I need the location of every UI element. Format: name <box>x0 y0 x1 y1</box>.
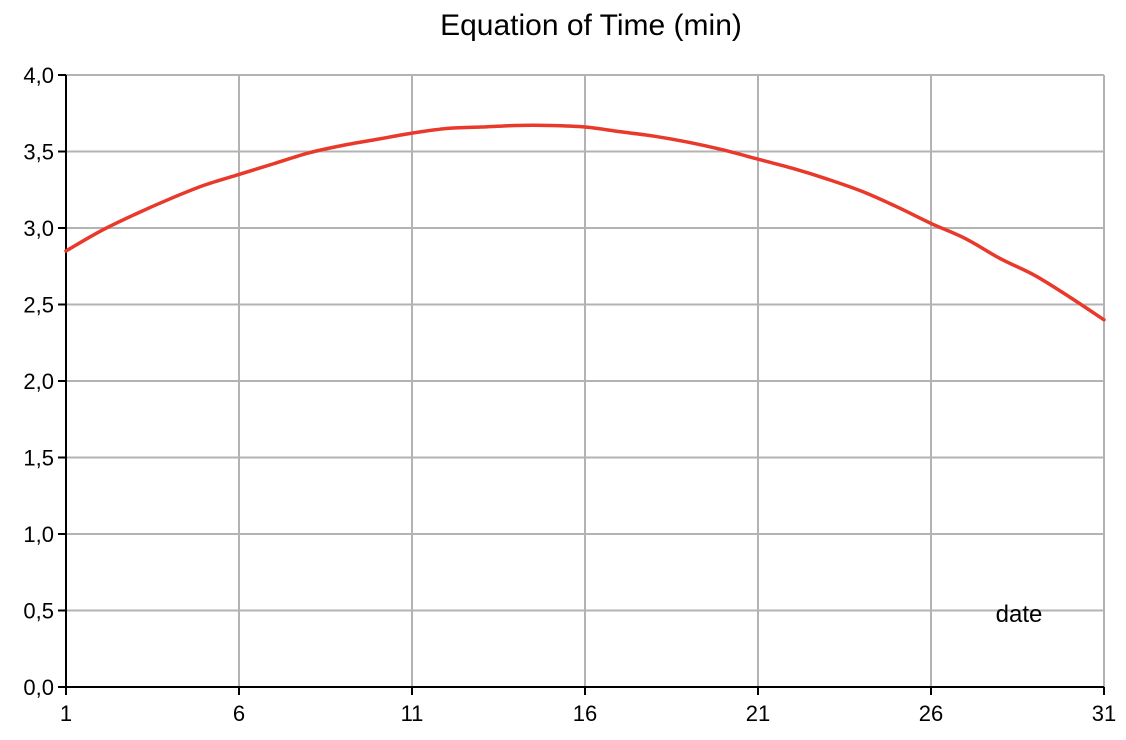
y-tick-label: 1,5 <box>23 446 54 471</box>
y-tick-label: 2,0 <box>23 369 54 394</box>
axes <box>58 74 1105 695</box>
x-tick-label: 31 <box>1092 701 1116 726</box>
x-tick-label: 1 <box>60 701 72 726</box>
y-tick-label: 2,5 <box>23 293 54 318</box>
y-tick-label: 4,0 <box>23 63 54 88</box>
y-tick-label: 0,0 <box>23 675 54 700</box>
date-annotation: date <box>996 601 1043 628</box>
x-tick-label: 21 <box>746 701 770 726</box>
x-tick-label: 16 <box>573 701 597 726</box>
tick-labels: 0,00,51,01,52,02,53,03,54,01 6 11 16 21 26 31 <box>23 63 1116 726</box>
x-tick-label: 26 <box>919 701 943 726</box>
series-lines <box>64 123 1106 322</box>
equation-of-time-series-line <box>64 123 1106 322</box>
y-tick-label: 0,5 <box>23 599 54 624</box>
y-tick-label: 1,0 <box>23 522 54 547</box>
x-tick-label: 6 <box>233 701 245 726</box>
y-tick-label: 3,5 <box>23 140 54 165</box>
grid-lines <box>66 74 1105 687</box>
x-tick-label: 11 <box>401 701 424 726</box>
y-tick-label: 3,0 <box>23 216 54 241</box>
chart-title: Equation of Time (min) <box>440 9 742 42</box>
